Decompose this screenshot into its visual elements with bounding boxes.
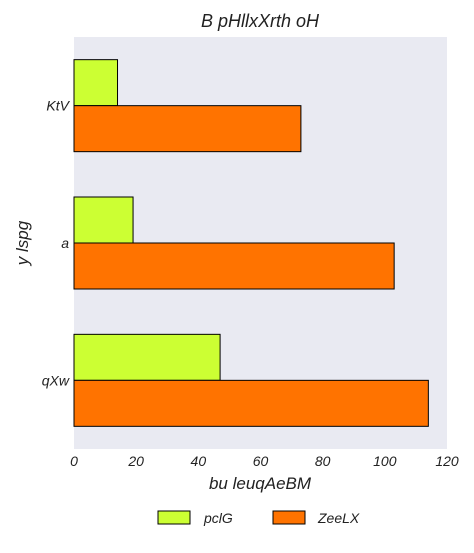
x-tick-labels: 0 20 40 60 80 100 120 <box>70 453 459 469</box>
bar-pclg-qxw <box>73 333 221 381</box>
bar-pclg-a <box>73 196 134 244</box>
legend-swatch-pclg <box>157 510 191 525</box>
y-tick-label-qxw: qXw <box>42 372 70 388</box>
x-tick-label-0: 0 <box>70 453 78 469</box>
x-tick-label-20: 20 <box>127 453 144 469</box>
x-tick-label-40: 40 <box>191 453 207 469</box>
legend-label-pclg: pclG <box>203 510 233 526</box>
bar-zeelx-ktv <box>73 105 302 153</box>
bar-zeelx-qxw <box>73 379 429 427</box>
bars <box>73 59 429 427</box>
y-tick-label-a: a <box>61 235 69 251</box>
x-axis-label: bu leuqAeBM <box>209 474 312 493</box>
x-tick-label-100: 100 <box>373 453 397 469</box>
y-tick-label-ktv: KtV <box>46 98 70 114</box>
y-tick-labels: KtV a qXw <box>42 98 71 389</box>
bar-zeelx-a <box>73 242 395 290</box>
x-tick-label-60: 60 <box>253 453 269 469</box>
x-tick-label-120: 120 <box>435 453 459 469</box>
chart-title: B pHllxXrth oH <box>201 11 320 31</box>
legend-label-zeelx: ZeeLX <box>317 510 360 526</box>
bar-pclg-ktv <box>73 59 119 107</box>
y-axis-label: y lspg <box>13 220 32 266</box>
legend: pclG ZeeLX <box>157 510 360 526</box>
legend-swatch-zeelx <box>272 510 306 525</box>
x-tick-label-80: 80 <box>315 453 331 469</box>
